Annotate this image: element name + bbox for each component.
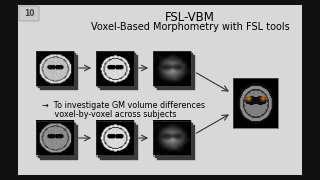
Bar — [100, 55, 138, 89]
Bar — [98, 53, 136, 87]
Bar — [38, 53, 76, 87]
Bar — [155, 53, 193, 87]
Bar — [96, 51, 134, 86]
FancyBboxPatch shape — [19, 6, 39, 21]
Bar — [96, 120, 134, 156]
Text: Voxel-Based Morphometry with FSL tools: Voxel-Based Morphometry with FSL tools — [91, 22, 289, 32]
Bar — [18, 5, 302, 175]
Bar — [233, 78, 277, 128]
Bar — [38, 123, 76, 158]
Bar — [36, 51, 74, 86]
Bar — [98, 123, 136, 158]
Bar — [155, 123, 193, 158]
Bar — [100, 125, 138, 159]
Bar — [40, 125, 78, 159]
Text: 10: 10 — [24, 9, 34, 18]
Text: voxel-by-voxel across subjects: voxel-by-voxel across subjects — [42, 109, 177, 118]
Text: FSL-VBM: FSL-VBM — [165, 10, 215, 24]
Bar — [40, 55, 78, 89]
Text: →  To investigate GM volume differences: → To investigate GM volume differences — [42, 100, 205, 109]
Bar — [36, 120, 74, 156]
Bar — [157, 55, 195, 89]
Bar — [157, 125, 195, 159]
Bar — [153, 51, 191, 86]
Bar — [153, 120, 191, 156]
